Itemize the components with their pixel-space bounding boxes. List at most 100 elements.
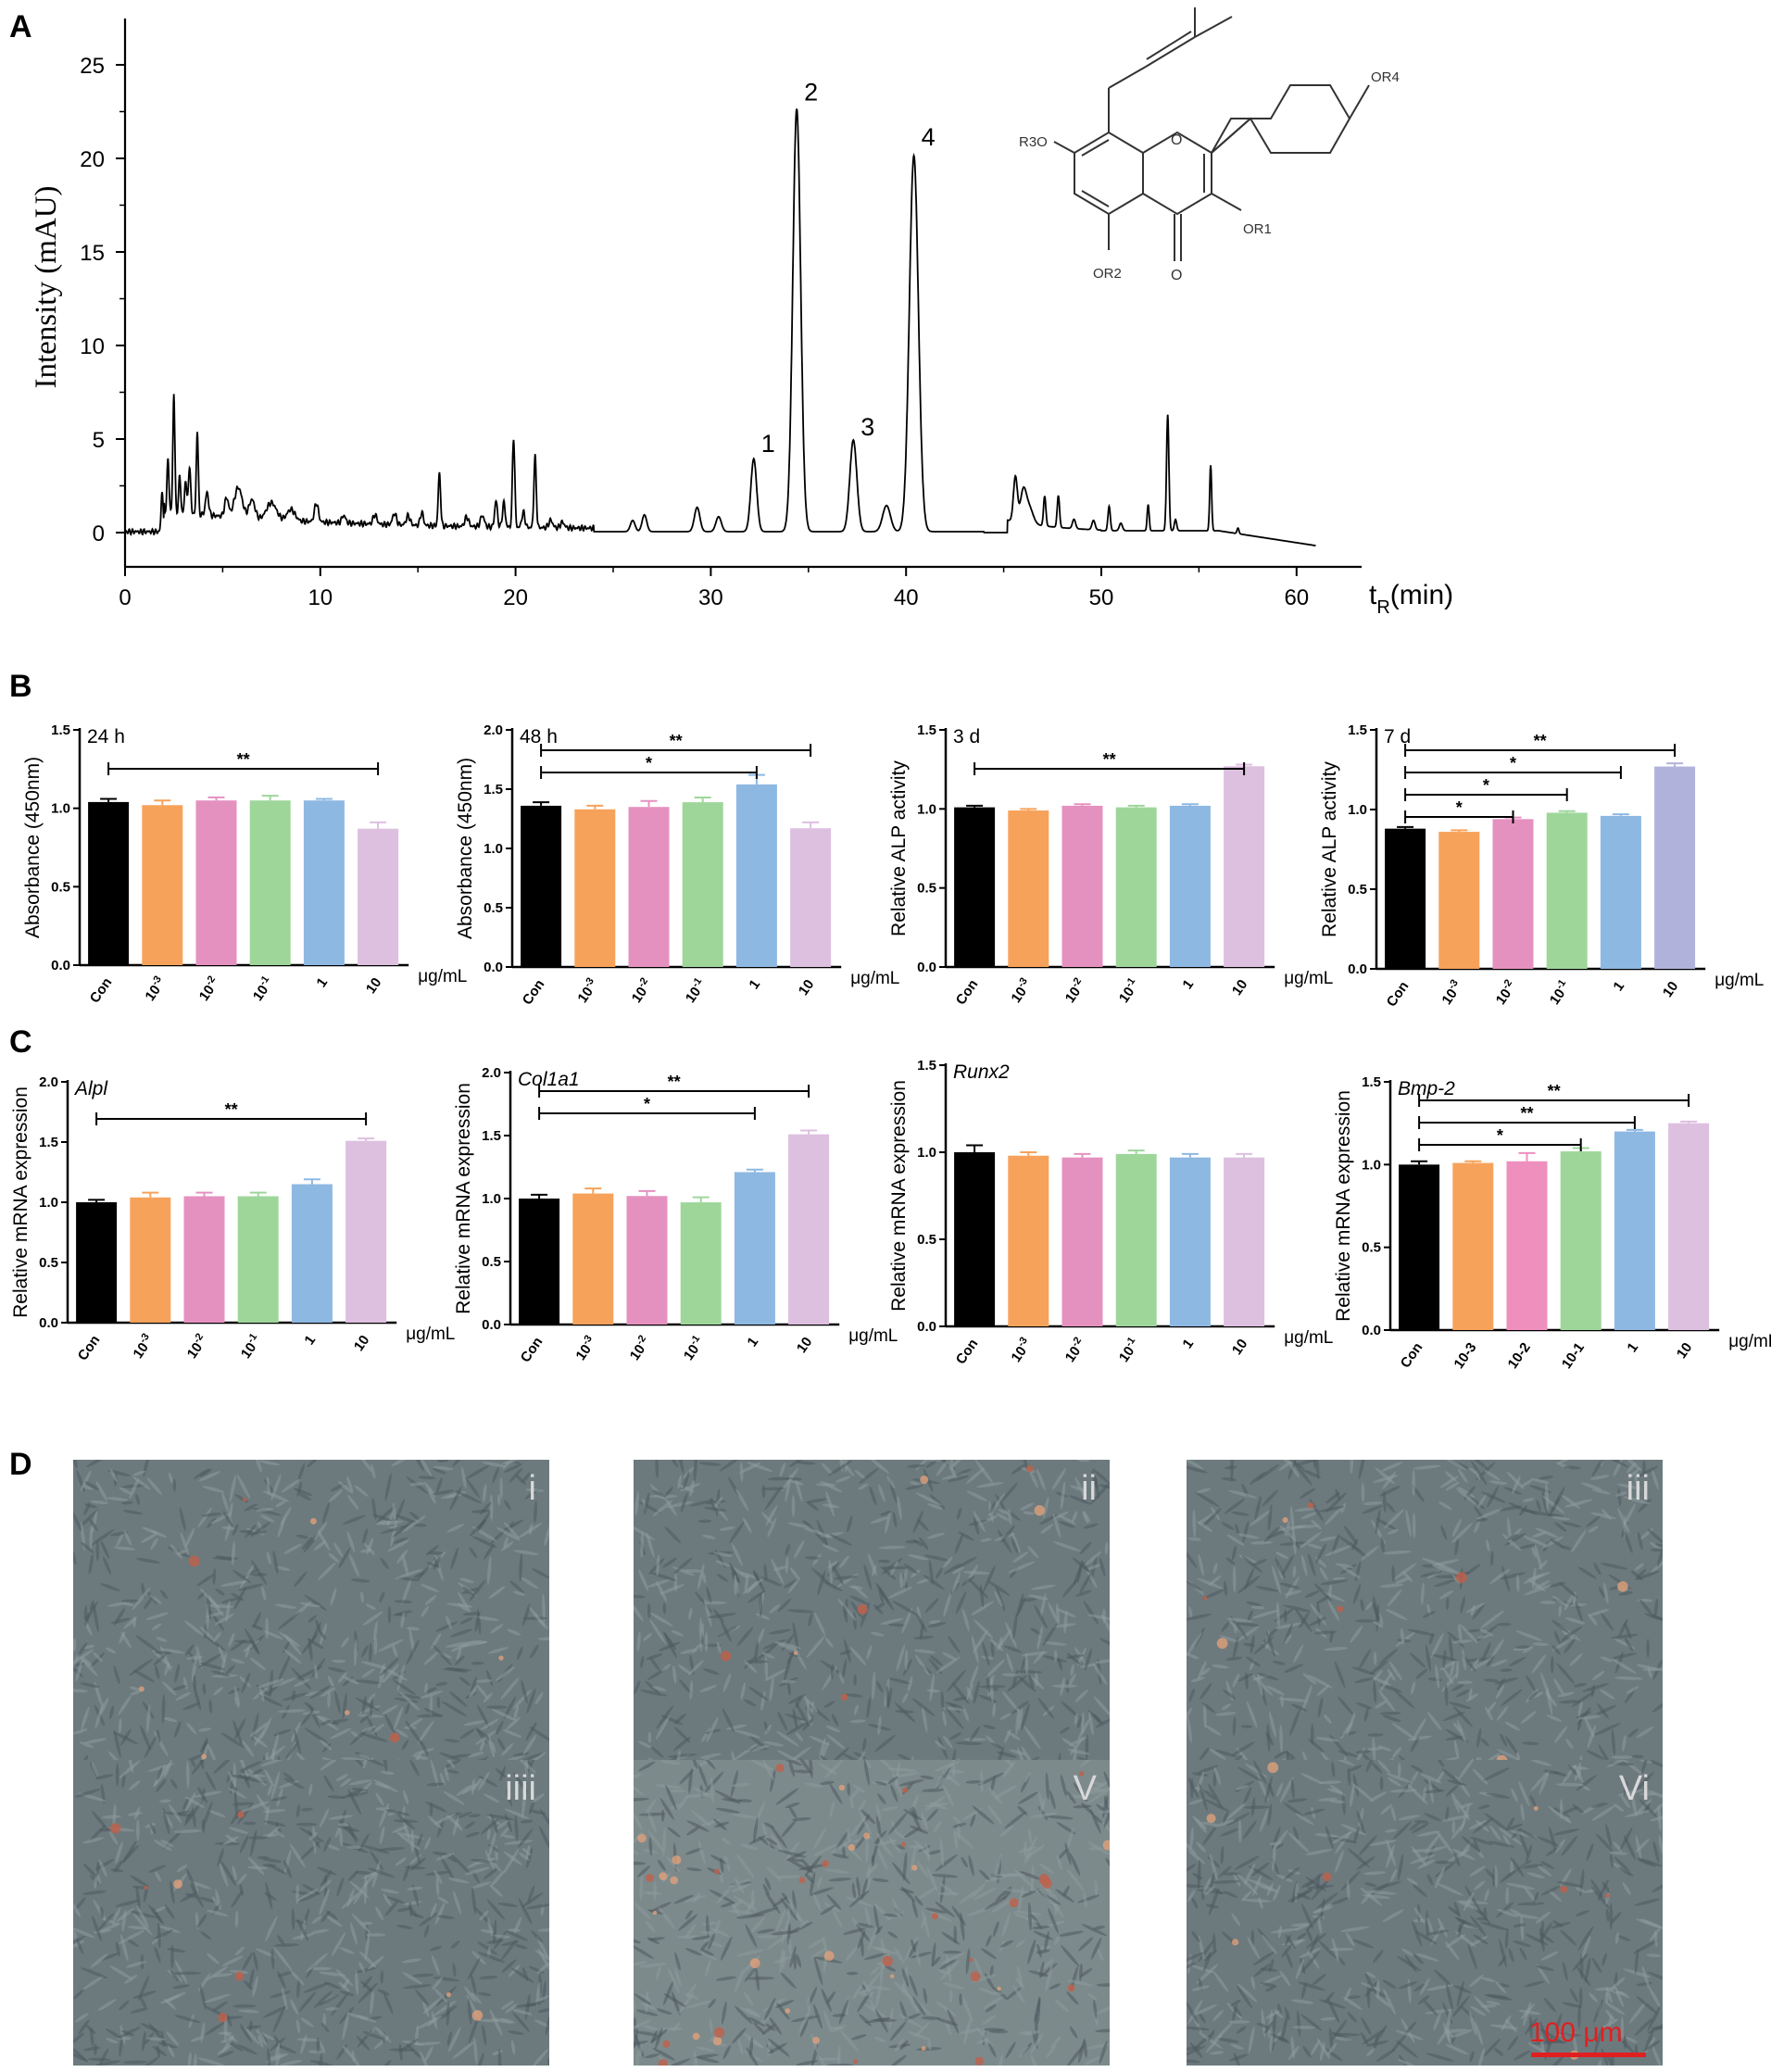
- cell: [381, 1770, 395, 1776]
- cell: [1000, 1525, 1015, 1543]
- cell: [283, 1692, 309, 1702]
- cell: [968, 1855, 974, 1877]
- cell: [1300, 1554, 1308, 1576]
- cell: [494, 1934, 510, 1939]
- cell: [647, 1937, 659, 1944]
- cell: [1305, 1913, 1323, 1932]
- cell: [1232, 1716, 1237, 1737]
- cell: [1021, 1702, 1030, 1731]
- cell: [435, 1877, 440, 1897]
- cell: [1558, 1605, 1563, 1617]
- micrograph-iii: iii: [1187, 1460, 1663, 1799]
- cell: [1442, 1667, 1454, 1685]
- cell: [1595, 1833, 1614, 1852]
- cell: [973, 1511, 986, 1533]
- cell: [966, 1490, 987, 1501]
- cell: [1102, 1608, 1106, 1624]
- cell: [1191, 1965, 1215, 1974]
- cell: [1096, 1983, 1110, 1987]
- cell: [1538, 1560, 1548, 1570]
- cell: [538, 1826, 549, 1851]
- cell: [949, 1732, 962, 1740]
- significance-marker: *: [646, 754, 652, 772]
- bar: [1506, 1161, 1548, 1330]
- cell: [119, 2036, 123, 2057]
- cell: [1623, 1781, 1628, 1797]
- cell: [1504, 1928, 1509, 1949]
- cell: [1390, 1868, 1398, 1882]
- cell: [699, 1930, 715, 1935]
- cell: [787, 1522, 811, 1528]
- cell: [381, 1664, 399, 1685]
- cell: [1279, 1724, 1284, 1753]
- cell: [275, 1603, 297, 1609]
- cell: [135, 1493, 141, 1506]
- cell: [1304, 1590, 1320, 1599]
- cell: [900, 1886, 916, 1902]
- cell: [1477, 1804, 1490, 1810]
- cell: [1187, 1999, 1203, 2025]
- cell: [1317, 1917, 1323, 1934]
- cell: [789, 1479, 804, 1486]
- cell: [509, 1467, 523, 1483]
- cell: [174, 1721, 182, 1738]
- cell: [521, 1679, 528, 1704]
- cell: [1086, 1787, 1110, 1795]
- cell: [140, 1997, 147, 2009]
- cell: [1543, 2039, 1567, 2044]
- cell: [689, 1680, 694, 1701]
- cell: [1189, 1777, 1194, 1799]
- cell: [318, 1630, 327, 1640]
- significance-marker: **: [237, 750, 250, 769]
- cell: [795, 1696, 802, 1708]
- cell: [221, 1955, 244, 1967]
- cell: [1472, 1817, 1494, 1834]
- cell: [825, 1490, 835, 1517]
- cell: [712, 1496, 723, 1510]
- cell: [1477, 2048, 1485, 2066]
- cell: [1093, 1714, 1101, 1725]
- cell: [1387, 1528, 1399, 1535]
- cell: [337, 1480, 354, 1494]
- cell: [1426, 1874, 1434, 1886]
- cell: [661, 1664, 672, 1672]
- cell: [1277, 2003, 1282, 2015]
- cell: [459, 1577, 475, 1584]
- cell: [166, 2031, 180, 2046]
- mineral-nodule: [1034, 1504, 1046, 1516]
- cell: [1003, 1645, 1023, 1653]
- cell: [933, 1820, 942, 1832]
- cell: [696, 2046, 715, 2053]
- bar: [572, 1193, 614, 1325]
- cell: [999, 1940, 1014, 1948]
- cell: [1453, 1902, 1461, 1918]
- cell: [455, 1811, 472, 1819]
- cell: [1611, 1633, 1639, 1639]
- cell: [849, 1815, 867, 1838]
- cell: [1588, 1614, 1598, 1626]
- mineral-nodule: [1078, 1771, 1085, 1777]
- cell: [1034, 1604, 1049, 1629]
- cell: [113, 1664, 120, 1685]
- cell: [992, 1921, 999, 1938]
- cell: [1611, 1658, 1637, 1674]
- cell: [1242, 1820, 1257, 1840]
- cell: [100, 1540, 110, 1559]
- cell: [170, 1778, 178, 1789]
- cell: [714, 1789, 741, 1804]
- cell: [902, 1659, 912, 1676]
- cell: [212, 1568, 217, 1586]
- cell: [1456, 1719, 1466, 1743]
- cell: [1066, 1868, 1085, 1891]
- cell: [88, 1553, 94, 1575]
- cell: [722, 2044, 731, 2060]
- mineral-nodule: [1231, 1939, 1239, 1946]
- cell: [308, 1614, 318, 1623]
- cell: [1005, 2041, 1016, 2059]
- cell: [963, 1738, 987, 1741]
- cell: [1240, 1725, 1253, 1728]
- cell: [198, 1727, 212, 1732]
- x-tick-label: 50: [1089, 585, 1114, 610]
